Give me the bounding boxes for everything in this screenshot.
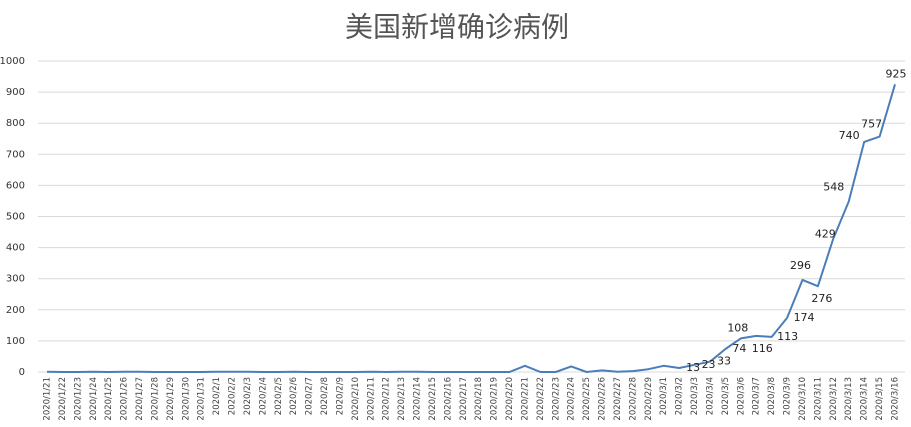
x-tick-label: 2020/2/19 (490, 377, 500, 421)
data-label: 174 (794, 311, 815, 324)
x-tick-label: 2020/2/11 (366, 377, 376, 421)
x-tick-label: 2020/3/10 (798, 377, 808, 421)
x-tick-label: 2020/2/26 (598, 377, 608, 421)
data-label: 757 (861, 118, 882, 131)
x-tick-label: 2020/3/14 (860, 377, 870, 421)
x-tick-label: 2020/1/23 (73, 377, 83, 421)
y-tick-label: 200 (6, 305, 25, 316)
x-tick-label: 2020/2/13 (397, 377, 407, 421)
x-tick-label: 2020/2/14 (413, 377, 423, 421)
x-tick-label: 2020/1/31 (197, 377, 207, 421)
y-tick-label: 300 (6, 274, 25, 285)
y-tick-label: 800 (6, 118, 25, 129)
x-tick-label: 2020/3/9 (783, 377, 793, 415)
x-tick-label: 2020/1/28 (150, 377, 160, 421)
x-tick-label: 2020/2/3 (243, 377, 253, 415)
y-tick-label: 500 (6, 212, 25, 223)
x-tick-label: 2020/2/15 (428, 377, 438, 421)
x-tick-label: 2020/3/4 (705, 377, 715, 415)
x-tick-label: 2020/3/3 (690, 377, 700, 415)
x-tick-label: 2020/2/20 (505, 377, 515, 421)
x-tick-label: 2020/2/24 (567, 377, 577, 421)
x-tick-label: 2020/2/25 (582, 377, 592, 421)
x-tick-label: 2020/2/22 (536, 377, 546, 421)
x-tick-label: 2020/1/24 (89, 377, 99, 421)
x-tick-label: 2020/2/5 (274, 377, 284, 415)
x-tick-label: 2020/2/17 (459, 377, 469, 421)
x-tick-label: 2020/3/5 (721, 377, 731, 415)
y-tick-label: 1000 (0, 56, 25, 67)
x-tick-label: 2020/2/9 (335, 377, 345, 415)
y-tick-label: 700 (6, 149, 25, 160)
x-tick-label: 2020/2/23 (551, 377, 561, 421)
y-tick-label: 600 (6, 180, 25, 191)
x-tick-label: 2020/1/30 (181, 377, 191, 421)
x-tick-label: 2020/1/27 (135, 377, 145, 421)
data-label: 276 (811, 292, 832, 305)
data-label: 548 (823, 181, 844, 194)
y-tick-label: 100 (6, 336, 25, 347)
data-label: 296 (790, 259, 811, 272)
data-label: 116 (752, 342, 773, 355)
x-tick-label: 2020/2/21 (520, 377, 530, 421)
data-label: 429 (815, 228, 836, 241)
x-tick-label: 2020/2/6 (289, 377, 299, 415)
x-tick-label: 2020/2/8 (320, 377, 330, 415)
x-tick-label: 2020/2/28 (628, 377, 638, 421)
data-label: 13 (686, 361, 700, 374)
x-tick-label: 2020/3/7 (752, 377, 762, 415)
data-label: 108 (727, 321, 748, 334)
x-tick-label: 2020/1/22 (58, 377, 68, 421)
x-tick-label: 2020/3/15 (875, 377, 885, 421)
x-tick-label: 2020/3/11 (813, 377, 823, 421)
data-label: 74 (732, 342, 746, 355)
data-label: 113 (777, 330, 798, 343)
x-tick-label: 2020/1/29 (166, 377, 176, 421)
x-tick-label: 2020/2/2 (228, 377, 238, 415)
x-tick-label: 2020/2/16 (443, 377, 453, 421)
x-tick-label: 2020/3/12 (829, 377, 839, 421)
x-tick-label: 2020/2/29 (644, 377, 654, 421)
data-line (46, 84, 896, 373)
chart-title: 美国新增确诊病例 (345, 11, 569, 44)
x-tick-label: 2020/3/16 (891, 377, 901, 421)
y-tick-label: 400 (6, 243, 25, 254)
x-tick-label: 2020/3/13 (844, 377, 854, 421)
x-tick-label: 2020/3/6 (736, 377, 746, 415)
x-tick-label: 2020/3/8 (767, 377, 777, 415)
x-tick-label: 2020/1/26 (120, 377, 130, 421)
x-tick-label: 2020/2/1 (212, 377, 222, 415)
x-tick-label: 2020/3/1 (659, 377, 669, 415)
data-label: 925 (886, 67, 907, 80)
data-label: 23 (702, 358, 716, 371)
x-tick-label: 2020/2/27 (613, 377, 623, 421)
x-tick-label: 2020/2/7 (305, 377, 315, 415)
x-tick-label: 2020/2/10 (351, 377, 361, 421)
x-tick-label: 2020/3/2 (675, 377, 685, 415)
x-tick-label: 2020/2/18 (474, 377, 484, 421)
y-tick-label: 0 (19, 367, 25, 378)
x-tick-label: 2020/1/25 (104, 377, 114, 421)
y-tick-label: 900 (6, 87, 25, 98)
x-tick-label: 2020/2/12 (382, 377, 392, 421)
x-tick-label: 2020/2/4 (258, 377, 268, 415)
x-tick-label: 2020/1/21 (43, 377, 53, 421)
data-label: 740 (839, 129, 860, 142)
data-label: 33 (717, 355, 731, 368)
